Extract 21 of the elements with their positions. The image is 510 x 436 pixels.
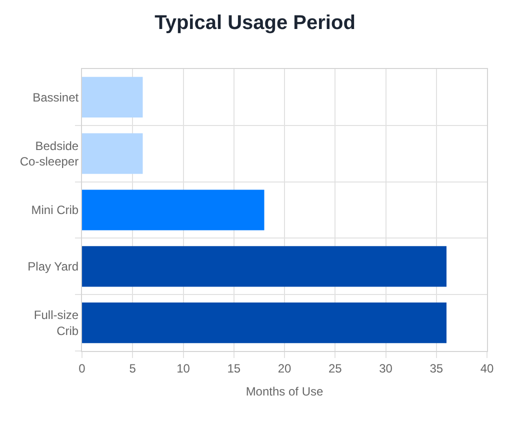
y-tick-label: Play Yard xyxy=(28,260,79,274)
bar xyxy=(82,133,143,174)
x-axis-title: Months of Use xyxy=(246,384,324,398)
y-tick-label: Bassinet xyxy=(32,90,80,104)
bar xyxy=(82,246,446,287)
y-tick-label: Mini Crib xyxy=(31,203,79,218)
y-tick-label: Full-size Crib xyxy=(34,308,79,338)
x-tick-label: 40 xyxy=(480,361,494,376)
x-tick-label: 10 xyxy=(176,361,190,376)
bar xyxy=(82,190,264,230)
x-tick-label: 0 xyxy=(78,361,86,376)
bar xyxy=(82,302,446,344)
y-tick-label: Bedside Co-sleeper xyxy=(20,139,79,169)
x-tick-label: 5 xyxy=(129,361,136,376)
x-tick-label: 35 xyxy=(430,361,444,376)
x-tick-label: 25 xyxy=(328,361,342,376)
x-tick-label: 15 xyxy=(227,361,241,376)
bar xyxy=(82,76,143,118)
x-tick-label: 30 xyxy=(379,361,393,376)
chart-title: Typical Usage Period xyxy=(154,12,356,34)
x-tick-label: 20 xyxy=(278,361,292,376)
